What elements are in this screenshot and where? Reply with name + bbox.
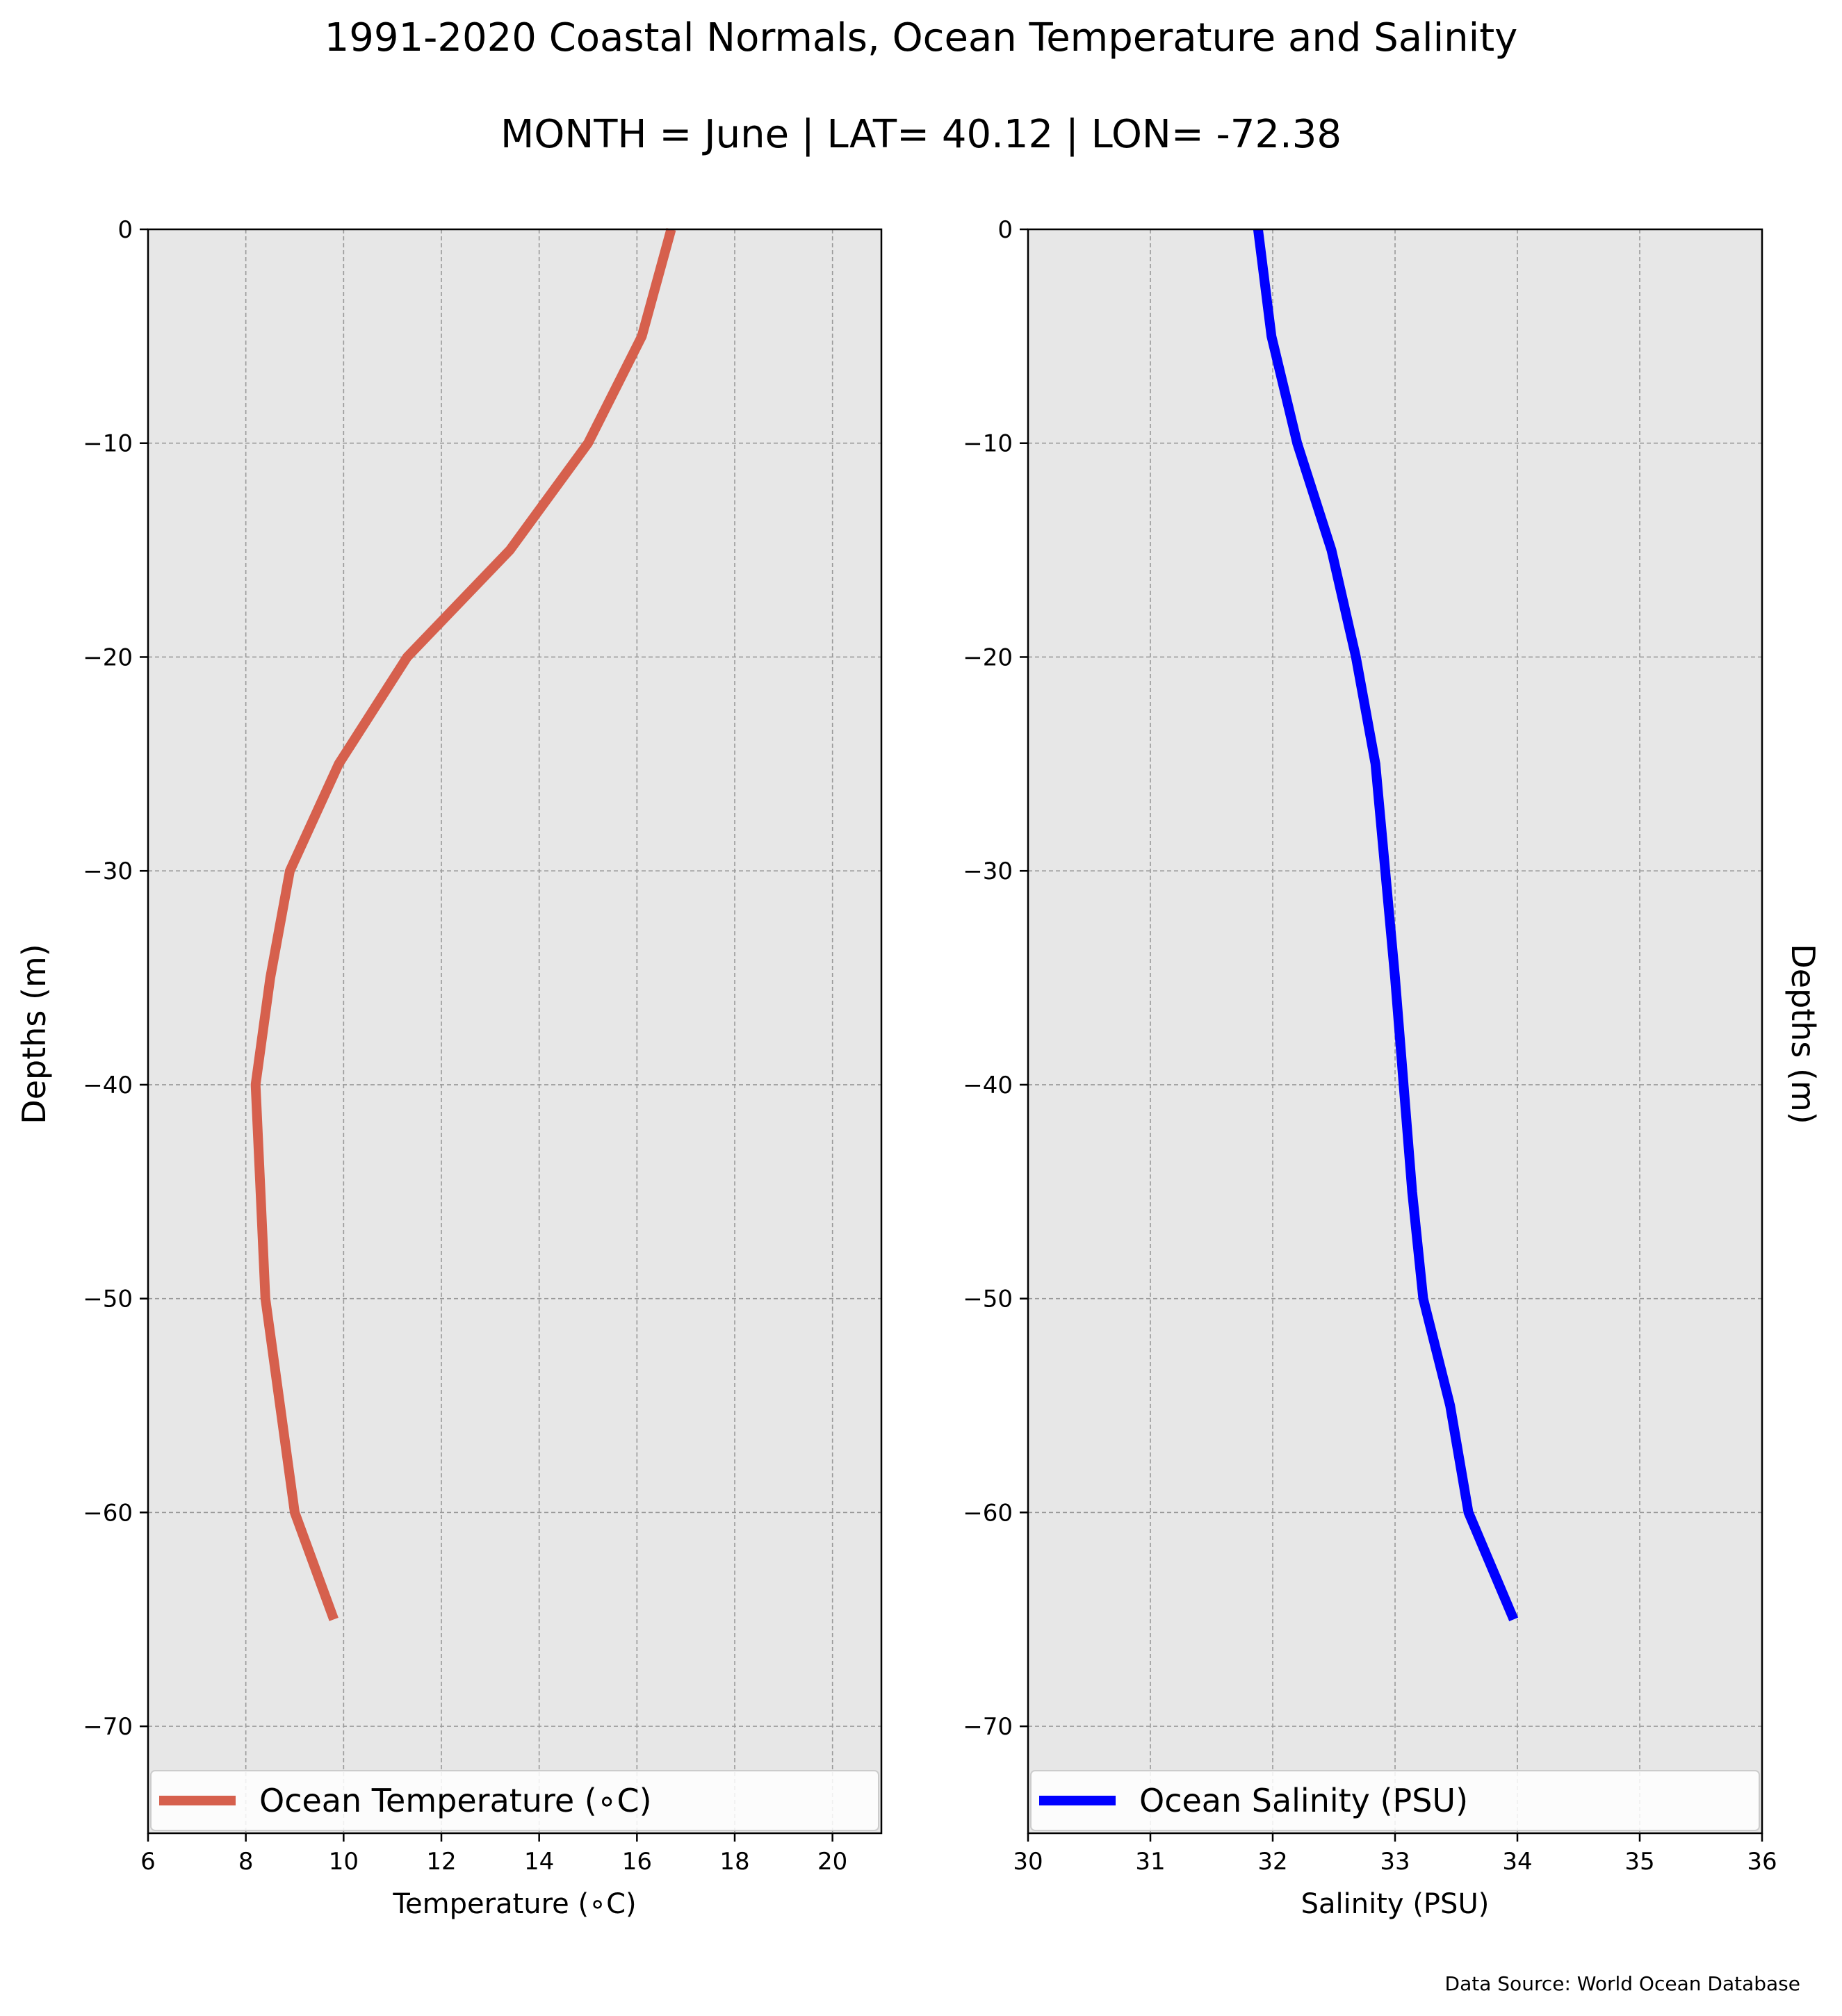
sal-x-tick-label: 32 <box>1257 1848 1287 1876</box>
sal-x-tick-label: 33 <box>1380 1848 1410 1876</box>
sal-y-tick-label: −20 <box>963 644 1013 671</box>
temp-x-tick-label: 8 <box>238 1848 254 1876</box>
sal-x-tick-label: 36 <box>1747 1848 1777 1876</box>
sal-y-tick-label: −50 <box>963 1286 1013 1313</box>
temp-x-tick-label: 16 <box>622 1848 652 1876</box>
temp-plot-area <box>148 229 881 1833</box>
temp-y-tick-label: −20 <box>83 644 133 671</box>
temperature-panel: Ocean Temperature (∘C) 6 8 10 12 14 16 18 20 0 −10… <box>83 216 883 1920</box>
sal-x-tick-label: 35 <box>1624 1848 1654 1876</box>
data-source-note: Data Source: World Ocean Database <box>1445 1972 1800 1995</box>
sal-series-line <box>1253 229 1519 1622</box>
temp-x-tick-label: 10 <box>329 1848 359 1876</box>
sal-y-tick-label: −60 <box>963 1499 1013 1527</box>
temp-x-tick-label: 6 <box>140 1848 156 1876</box>
temp-y-tick-label: −10 <box>83 430 133 458</box>
left-y-axis-label: Depths (m) <box>15 944 53 1124</box>
temp-y-tick-label: −60 <box>83 1499 133 1527</box>
temp-axes-frame <box>147 228 883 1835</box>
sal-x-tick-label: 30 <box>1013 1848 1043 1876</box>
temp-x-tick-label: 12 <box>426 1848 456 1876</box>
temp-y-tick-label: 0 <box>117 216 133 244</box>
temp-x-tick-label: 14 <box>524 1848 554 1876</box>
sal-y-tick-label: −70 <box>963 1713 1013 1741</box>
title-line-1: 1991-2020 Coastal Normals, Ocean Tempera… <box>325 15 1518 60</box>
sal-y-tick-label: 0 <box>997 216 1013 244</box>
temp-y-tick-label: −70 <box>83 1713 133 1741</box>
sal-legend-label: Ocean Salinity (PSU) <box>1139 1782 1468 1819</box>
temp-legend-label: Ocean Temperature (∘C) <box>259 1782 652 1819</box>
sal-x-axis-label: Salinity (PSU) <box>1301 1888 1490 1920</box>
title-line-2: MONTH = June | LAT= 40.12 | LON= -72.38 <box>500 112 1342 157</box>
temp-x-axis-label: Temperature (∘C) <box>392 1888 636 1920</box>
sal-y-tick-label: −40 <box>963 1072 1013 1099</box>
temp-y-tick-label: −30 <box>83 858 133 885</box>
right-y-axis-label: Depths (m) <box>1784 944 1822 1124</box>
sal-y-tick-label: −30 <box>963 858 1013 885</box>
sal-y-tick-label: −10 <box>963 430 1013 458</box>
sal-x-tick-label: 34 <box>1502 1848 1532 1876</box>
temp-x-tick-label: 18 <box>719 1848 749 1876</box>
sal-legend-box <box>1030 1770 1760 1831</box>
temp-y-tick-label: −40 <box>83 1072 133 1099</box>
temp-y-tick-label: −50 <box>83 1286 133 1313</box>
temp-series-line <box>250 228 676 1621</box>
salinity-panel: Ocean Salinity (PSU) 30 31 32 33 34 35 36 0 −10 −2… <box>963 216 1777 1920</box>
temp-legend-box <box>150 1770 879 1831</box>
sal-x-tick-label: 31 <box>1135 1848 1165 1876</box>
temp-x-tick-label: 20 <box>817 1848 847 1876</box>
